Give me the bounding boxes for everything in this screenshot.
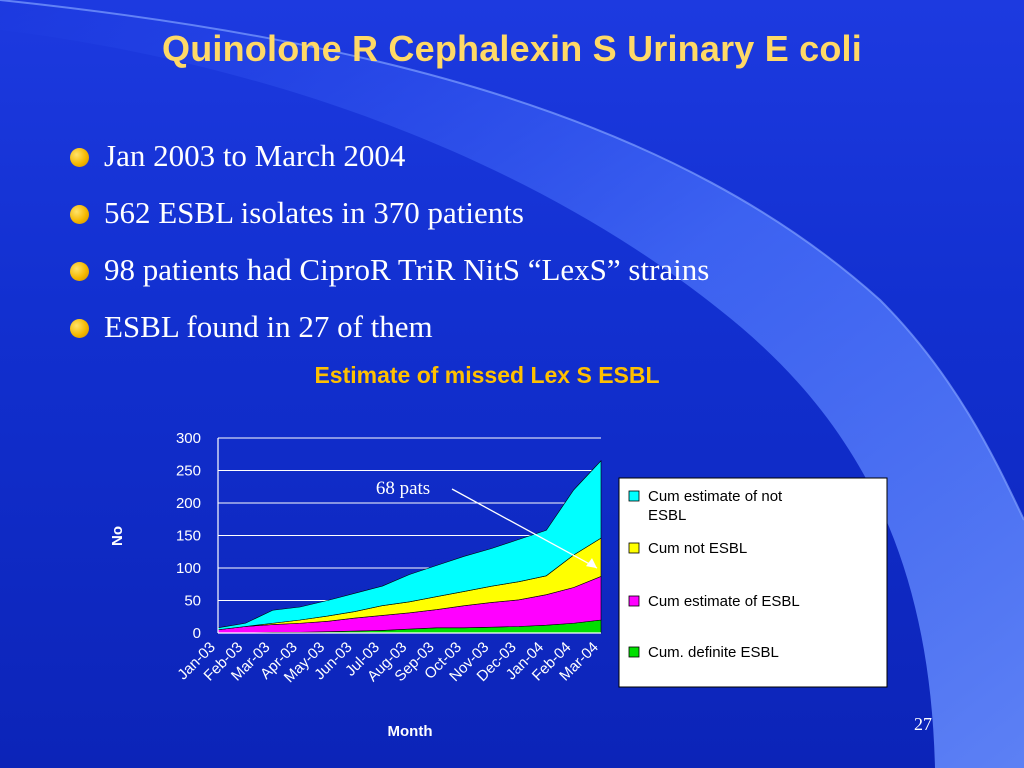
bullet-icon — [70, 319, 89, 338]
bullet-list: Jan 2003 to March 2004 562 ESBL isolates… — [64, 138, 709, 366]
legend-label: Cum estimate of not ESBL — [648, 488, 783, 524]
area-series — [217, 459, 602, 631]
legend-label: Cum estimate of ESBL — [648, 593, 800, 610]
x-axis-label: Month — [388, 723, 433, 740]
bullet-item: 562 ESBL isolates in 370 patients — [64, 195, 709, 252]
y-tick-label: 250 — [176, 463, 201, 480]
y-tick-label: 150 — [176, 528, 201, 545]
area-chart: 050100150200250300Jan-03Feb-03Mar-03Apr-… — [109, 430, 888, 740]
bullet-icon — [70, 148, 89, 167]
page-number: 27 — [914, 714, 932, 734]
legend-swatch — [628, 595, 640, 607]
legend-swatch — [628, 490, 640, 502]
bullet-item: Jan 2003 to March 2004 — [64, 138, 709, 195]
y-tick-label: 50 — [184, 593, 201, 610]
bullet-text: ESBL found in 27 of them — [104, 309, 433, 344]
y-tick-label: 0 — [193, 625, 201, 642]
y-tick-label: 300 — [176, 430, 201, 447]
bullet-text: 562 ESBL isolates in 370 patients — [104, 195, 524, 230]
bullet-icon — [70, 262, 89, 281]
slide-title: Quinolone R Cephalexin S Urinary E coli — [162, 28, 862, 69]
bullet-item: 98 patients had CiproR TriR NitS “LexS” … — [64, 252, 709, 309]
legend-swatch — [628, 646, 640, 658]
legend-label: Cum. definite ESBL — [648, 644, 779, 661]
legend-swatch — [628, 542, 640, 554]
y-tick-label: 100 — [176, 560, 201, 577]
bullet-icon — [70, 205, 89, 224]
bullet-item: ESBL found in 27 of them — [64, 309, 709, 366]
bullet-text: 98 patients had CiproR TriR NitS “LexS” … — [104, 252, 710, 287]
legend-label: Cum not ESBL — [648, 540, 747, 557]
annotation-arrow — [451, 488, 598, 569]
annotation-arrowhead — [586, 558, 597, 569]
annotation-label: 68 pats — [376, 478, 430, 499]
chart-title: Estimate of missed Lex S ESBL — [314, 362, 660, 388]
y-axis-label: No — [109, 526, 126, 546]
bullet-text: Jan 2003 to March 2004 — [104, 138, 406, 173]
legend-box — [618, 477, 888, 688]
y-tick-label: 200 — [176, 495, 201, 512]
